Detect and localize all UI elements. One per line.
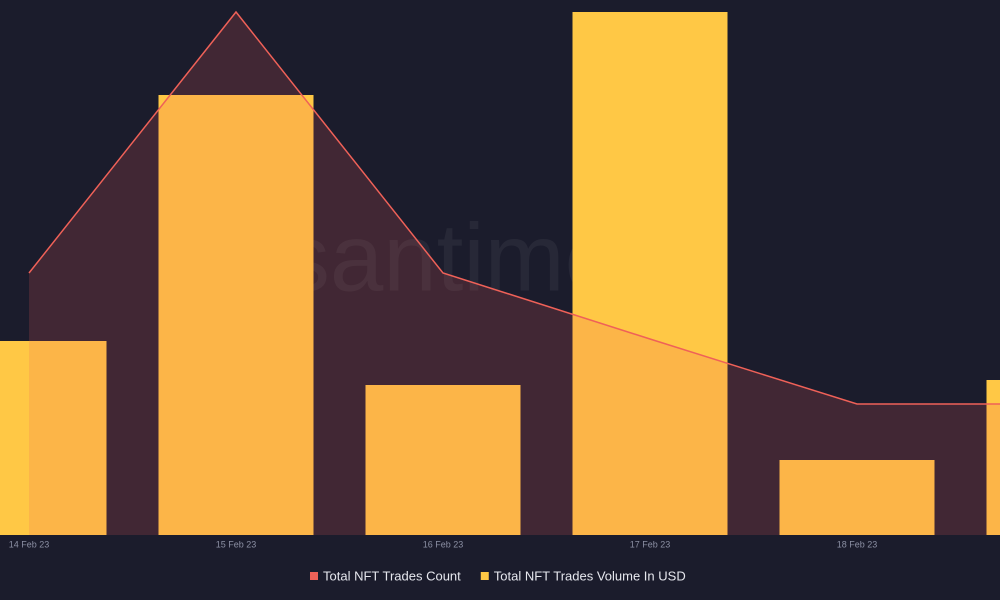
x-tick-label: 17 Feb 23 bbox=[630, 539, 671, 549]
bar bbox=[779, 460, 935, 535]
bar bbox=[0, 341, 107, 535]
bar bbox=[365, 385, 521, 535]
legend-label: Total NFT Trades Volume In USD bbox=[494, 568, 686, 583]
x-tick-label: 14 Feb 23 bbox=[9, 539, 50, 549]
bar bbox=[986, 380, 1000, 535]
bar bbox=[572, 12, 728, 535]
x-tick-label: 16 Feb 23 bbox=[423, 539, 464, 549]
bar bbox=[158, 95, 314, 535]
legend-swatch bbox=[480, 572, 489, 580]
line bbox=[28, 10, 1000, 405]
area bbox=[29, 12, 1000, 535]
x-tick-label: 15 Feb 23 bbox=[216, 539, 257, 549]
legend-label: Total NFT Trades Count bbox=[323, 568, 461, 583]
legend-swatch bbox=[310, 572, 318, 580]
x-tick-label: 18 Feb 23 bbox=[837, 539, 878, 549]
